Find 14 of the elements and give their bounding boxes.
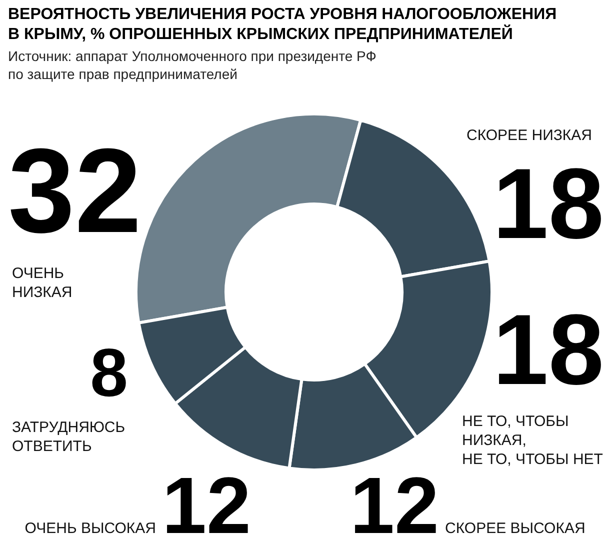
slice-label: ЗАТРУДНЯЮСЬ ОТВЕТИТЬ	[12, 419, 126, 455]
slice-label: СКОРЕЕ ВЫСОКАЯ	[445, 520, 586, 537]
data-label: 8	[90, 335, 128, 411]
data-label: 12	[162, 461, 251, 543]
slice-label: ОЧЕНЬ НИЗКАЯ	[12, 265, 72, 301]
data-label: 18	[492, 294, 604, 406]
data-label: 18	[492, 148, 604, 260]
data-label: 12	[350, 461, 439, 543]
data-label: 32	[8, 124, 142, 258]
text: Источник: аппарат Уполномоченного при президенте РФ по защите прав предпринимателей	[8, 48, 376, 82]
slice-label: НЕ ТО, ЧТОБЫ НИЗКАЯ, НЕ ТО, ЧТОБЫ НЕТ	[462, 413, 603, 468]
slice-label: ОЧЕНЬ ВЫСОКАЯ	[24, 520, 156, 537]
chart-title: ВЕРОЯТНОСТЬ УВЕЛИЧЕНИЯ РОСТА УРОВНЯ НАЛОГООБЛОЖЕНИЯ В КРЫМУ, % ОПРОШЕННЫХ КРЫМСКИХ ПРЕДПРИНИМАТЕЛЕЙ	[8, 6, 557, 43]
slice-label: СКОРЕЕ НИЗКАЯ	[466, 127, 592, 144]
